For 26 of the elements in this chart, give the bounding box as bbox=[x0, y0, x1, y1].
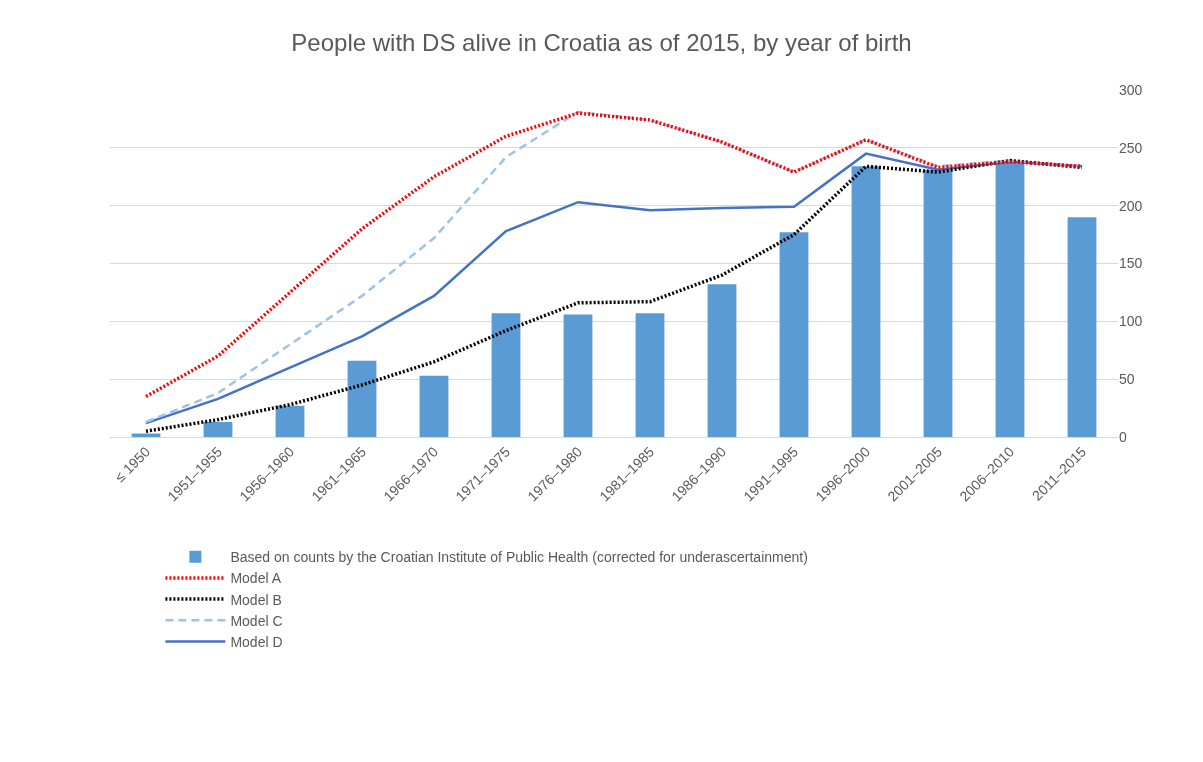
y-tick-label: 0 bbox=[1119, 428, 1127, 445]
bar bbox=[347, 360, 377, 437]
bar bbox=[851, 166, 881, 437]
bar bbox=[635, 313, 665, 437]
bar bbox=[275, 405, 305, 437]
bar bbox=[491, 313, 521, 437]
bar bbox=[563, 314, 593, 437]
y-tick-label: 150 bbox=[1119, 255, 1143, 272]
legend-label: Model D bbox=[230, 633, 283, 650]
legend-label: Based on counts by the Croatian Institute of Public Health (corrected for underascertainment) bbox=[230, 549, 808, 566]
bar bbox=[923, 169, 953, 437]
y-tick-label: 200 bbox=[1119, 197, 1143, 214]
y-tick-label: 300 bbox=[1119, 81, 1143, 98]
bar bbox=[419, 375, 449, 437]
bar bbox=[707, 284, 737, 437]
legend-label: Model B bbox=[230, 591, 282, 608]
bar bbox=[1067, 217, 1097, 437]
bar bbox=[779, 232, 809, 437]
chart-title: People with DS alive in Croatia as of 2015, by year of birth bbox=[291, 29, 912, 57]
y-tick-label: 250 bbox=[1119, 139, 1143, 156]
legend-label: Model A bbox=[230, 570, 282, 587]
bar bbox=[203, 421, 233, 437]
y-tick-label: 100 bbox=[1119, 313, 1143, 330]
bar bbox=[995, 162, 1025, 437]
y-tick-label: 50 bbox=[1119, 371, 1135, 388]
legend-label: Model C bbox=[230, 612, 283, 629]
